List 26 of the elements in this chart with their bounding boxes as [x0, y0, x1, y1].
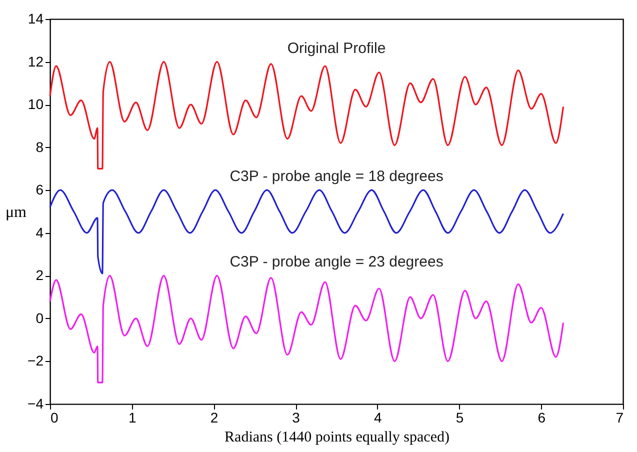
x-tick-label: 7: [616, 410, 624, 426]
x-tick-label: 6: [538, 410, 546, 426]
y-tick-label: 2: [36, 267, 44, 284]
y-tick-label: −4: [28, 396, 44, 412]
line-series: [49, 189, 564, 274]
y-tick-label: 6: [36, 182, 44, 198]
y-tick-label: 14: [28, 10, 44, 26]
x-tick-label: 0: [50, 410, 58, 426]
x-tick-label: 3: [292, 410, 300, 426]
series-label: C3P - probe angle = 18 degrees: [230, 168, 444, 186]
y-tick-label: 10: [28, 96, 44, 112]
y-tick-label: 8: [36, 138, 44, 155]
y-axis-title: μm: [5, 204, 28, 221]
y-tick-label: 0: [36, 310, 44, 326]
y-tick-label: 4: [36, 224, 44, 240]
x-tick-label: 1: [128, 410, 136, 426]
line-series: [49, 274, 564, 384]
x-axis-title: Radians (1440 points equally spaced): [224, 430, 450, 446]
series-label: C3P - probe angle = 23 degrees: [230, 254, 444, 271]
x-tick-label: 2: [210, 410, 218, 426]
line-series: [49, 60, 564, 170]
y-tick-label: −2: [28, 352, 44, 369]
series-label: Original Profile: [287, 40, 386, 57]
y-tick-label: 12: [28, 53, 44, 70]
x-tick-label: 4: [374, 410, 382, 426]
x-tick-label: 5: [456, 410, 464, 426]
